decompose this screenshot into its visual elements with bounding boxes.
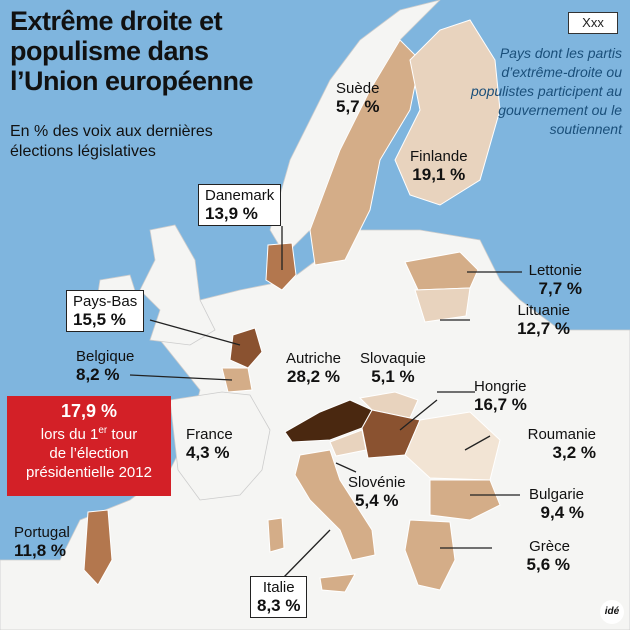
page-title: Extrême droite et populisme dans l’Union…: [10, 6, 254, 96]
country-value: 5,1 %: [371, 367, 415, 386]
country-name: Slovénie: [348, 474, 406, 491]
country-name: France: [186, 426, 233, 443]
country-name: Danemark: [205, 187, 275, 204]
country-name: Portugal: [14, 524, 70, 541]
country-name: Lituanie: [517, 302, 570, 319]
country-name: Roumanie: [527, 426, 596, 443]
sweden-shape: [309, 39, 421, 266]
country-value: 9,4 %: [540, 503, 584, 522]
label-hongrie: Hongrie 16,7 %: [474, 378, 527, 414]
country-value: 15,5 %: [73, 310, 126, 329]
bulgaria-shape: [429, 479, 501, 521]
country-value: 5,4 %: [355, 491, 399, 510]
country-value: 5,7 %: [336, 97, 380, 116]
finland-shape: [394, 19, 501, 206]
label-lituanie: Lituanie 12,7 %: [490, 302, 570, 338]
label-bulgarie: Bulgarie 9,4 %: [520, 486, 584, 522]
italy-shape: [294, 449, 376, 561]
country-value: 4,3 %: [186, 443, 230, 462]
label-pays-bas: Pays-Bas 15,5 %: [66, 290, 145, 332]
presidential-line1b-text: tour: [107, 426, 138, 443]
country-name: Italie: [262, 579, 295, 596]
legend-box-sample: Xxx: [568, 12, 618, 34]
denmark-shape: [265, 242, 297, 291]
greece-shape: [404, 519, 456, 591]
label-autriche: Autriche 28,2 %: [286, 350, 341, 386]
label-slovaquie: Slovaquie 5,1 %: [360, 350, 426, 386]
leader-lines: [129, 226, 522, 579]
lithuania-shape: [414, 287, 471, 323]
country-value: 7,7 %: [538, 279, 582, 298]
latvia-shape: [404, 251, 479, 291]
country-value: 19,1 %: [412, 165, 466, 184]
label-lettonie: Lettonie 7,7 %: [518, 262, 582, 298]
slovenia-shape: [329, 429, 367, 457]
label-portugal: Portugal 11,8 %: [14, 524, 70, 560]
country-value: 13,9 %: [205, 204, 258, 223]
country-value: 8,2 %: [76, 365, 120, 384]
label-suede: Suède 5,7 %: [336, 80, 379, 116]
legend-text: Pays dont les partis d’extrême-droite ou…: [471, 45, 622, 137]
netherlands-shape: [229, 327, 263, 369]
country-name: Bulgarie: [528, 486, 584, 503]
label-finlande: Finlande 19,1 %: [410, 148, 468, 184]
country-name: Belgique: [76, 348, 135, 365]
country-name: Grèce: [529, 538, 570, 555]
country-value: 3,2 %: [552, 443, 596, 462]
france-presidential-callout: 17,9 % lors du 1er tour de l’élection pr…: [7, 396, 171, 496]
country-name: Pays-Bas: [73, 293, 138, 310]
publisher-logo: idé: [600, 600, 624, 624]
presidential-line1: lors du 1er tour: [40, 425, 138, 443]
label-grece: Grèce 5,6 %: [494, 538, 570, 574]
label-belgique: Belgique 8,2 %: [76, 348, 134, 384]
country-name: Autriche: [286, 350, 342, 367]
label-france: France 4,3 %: [186, 426, 233, 462]
country-name: Slovaquie: [360, 350, 426, 367]
portugal-shape: [83, 509, 113, 586]
slovakia-shape: [358, 391, 419, 419]
country-value: 28,2 %: [287, 367, 340, 386]
presidential-sup: er: [98, 425, 108, 436]
norway-land: [269, 0, 441, 256]
country-name: Finlande: [410, 148, 468, 165]
country-value: 16,7 %: [474, 395, 527, 414]
belgium-shape: [221, 367, 253, 393]
france-shape: [169, 391, 271, 501]
sicily-shape: [319, 573, 356, 593]
label-danemark: Danemark 13,9 %: [198, 184, 282, 226]
country-value: 12,7 %: [517, 319, 570, 338]
country-value: 5,6 %: [526, 555, 570, 574]
presidential-line3: présidentielle 2012: [26, 464, 152, 481]
label-italie: Italie 8,3 %: [250, 576, 308, 618]
country-name: Lettonie: [528, 262, 582, 279]
page-subtitle: En % des voix aux dernières élections lé…: [10, 123, 213, 160]
presidential-line1-text: lors du 1: [40, 426, 99, 443]
country-value: 11,8 %: [14, 541, 66, 560]
label-slovenie: Slovénie 5,4 %: [348, 474, 406, 510]
britain-land: [139, 224, 216, 346]
country-name: Suède: [336, 80, 380, 97]
presidential-value: 17,9 %: [60, 401, 118, 421]
label-roumanie: Roumanie 3,2 %: [518, 426, 596, 462]
sardinia-shape: [267, 517, 285, 553]
country-value: 8,3 %: [257, 596, 301, 615]
country-name: Hongrie: [474, 378, 527, 395]
presidential-line2: de l’élection: [49, 445, 129, 462]
